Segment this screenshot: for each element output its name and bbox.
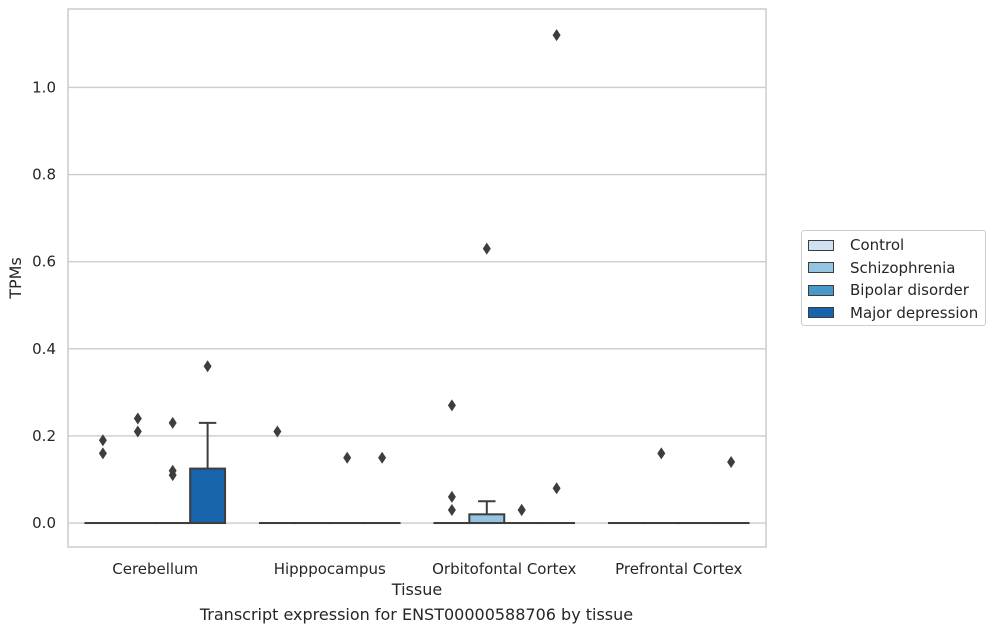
y-tick-label: 0.6 bbox=[32, 253, 56, 271]
box-body bbox=[189, 467, 227, 525]
y-tick-label: 0.0 bbox=[32, 514, 56, 532]
outlier-point bbox=[727, 456, 736, 469]
outlier-point bbox=[168, 469, 177, 482]
x-tick-labels: Cerebellum Hipppocampus Orbitofontal Corte… bbox=[112, 560, 742, 578]
outlier-point bbox=[552, 29, 561, 42]
legend-label: Bipolar disorder bbox=[850, 281, 969, 299]
x-tick-label: Orbitofontal Cortex bbox=[432, 560, 576, 578]
y-axis-title: TPMs bbox=[6, 257, 25, 300]
outlier-point bbox=[203, 360, 212, 373]
y-tick-label: 0.8 bbox=[32, 166, 56, 184]
y-tick-label: 1.0 bbox=[32, 78, 56, 96]
outlier-point bbox=[168, 416, 177, 429]
legend-swatch bbox=[808, 262, 834, 273]
outlier-point bbox=[378, 451, 387, 464]
x-axis-title: Tissue bbox=[391, 580, 442, 599]
outlier-point bbox=[447, 399, 456, 412]
box-schizophrenia bbox=[468, 500, 506, 525]
outlier-point bbox=[133, 412, 142, 425]
legend-swatch bbox=[808, 307, 834, 318]
x-tick-label: Prefrontal Cortex bbox=[615, 560, 742, 578]
outlier-point bbox=[447, 503, 456, 516]
outlier-point bbox=[447, 490, 456, 503]
legend-item: Schizophrenia bbox=[808, 258, 955, 278]
y-tick-label: 0.4 bbox=[32, 340, 56, 358]
legend-item: Major depression bbox=[808, 303, 978, 323]
outlier-point bbox=[517, 503, 526, 516]
outlier-point bbox=[552, 482, 561, 495]
legend-item: Control bbox=[808, 235, 904, 255]
legend-swatch bbox=[808, 239, 834, 251]
y-tick-label: 0.2 bbox=[32, 427, 56, 445]
legend: Control Schizophrenia Bipolar disorder Majo… bbox=[801, 230, 986, 326]
legend-label: Control bbox=[850, 236, 905, 254]
outlier-point bbox=[98, 447, 107, 460]
legend-label: Major depression bbox=[850, 303, 979, 322]
box-major-depression bbox=[189, 421, 227, 525]
x-tick-label: Hipppocampus bbox=[274, 560, 386, 578]
outlier-point bbox=[657, 447, 666, 460]
legend-label: Schizophrenia bbox=[850, 258, 956, 277]
chart-caption: Transcript expression for ENST0000058870… bbox=[199, 605, 634, 624]
outliers-layer bbox=[98, 29, 736, 516]
outlier-point bbox=[98, 434, 107, 447]
plot-frame bbox=[67, 8, 767, 548]
y-tick-labels: 0.0 0.2 0.4 0.6 0.8 1.0 bbox=[32, 78, 56, 532]
outlier-point bbox=[133, 425, 142, 438]
boxes-layer bbox=[84, 421, 750, 525]
box-body bbox=[468, 513, 506, 525]
outlier-point bbox=[273, 425, 282, 438]
x-tick-label: Cerebellum bbox=[112, 560, 198, 578]
outlier-point bbox=[482, 242, 491, 255]
legend-swatch bbox=[808, 284, 834, 296]
outlier-point bbox=[343, 451, 352, 464]
legend-item: Bipolar disorder bbox=[808, 280, 969, 300]
